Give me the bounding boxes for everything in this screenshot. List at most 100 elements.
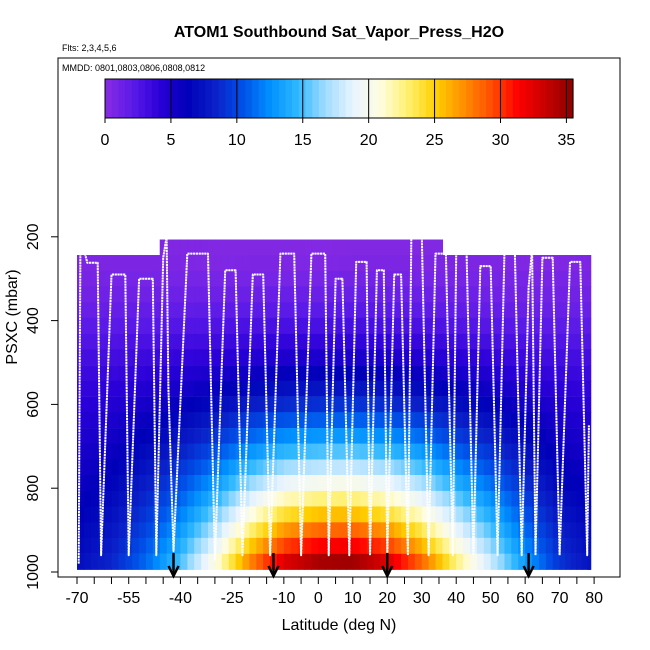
heatmap-cell	[589, 459, 591, 476]
heatmap-cell	[525, 537, 533, 554]
heatmap-cell	[297, 380, 306, 397]
heatmap-cell	[559, 522, 566, 539]
heatmap-cell	[311, 380, 319, 397]
colorbar-segment	[452, 79, 460, 118]
heatmap-cell	[283, 302, 292, 319]
heatmap-cell	[414, 333, 423, 350]
heatmap-cell	[318, 270, 326, 288]
heatmap-cell	[359, 239, 368, 256]
colorbar-segment	[151, 79, 160, 118]
heatmap-cell	[125, 255, 133, 272]
heatmap-cell	[276, 317, 285, 334]
heatmap-cell	[366, 443, 375, 460]
heatmap-cell	[297, 317, 306, 334]
heatmap-cell	[139, 317, 147, 334]
heatmap-cell	[242, 553, 250, 570]
colorbar-segment	[158, 79, 166, 118]
heatmap-cell	[145, 317, 154, 334]
x-tick-label: -55	[117, 590, 140, 607]
heatmap-cell	[345, 412, 354, 429]
heatmap-cell	[332, 553, 340, 570]
heatmap-cell	[214, 396, 223, 413]
heatmap-cell	[497, 349, 506, 366]
heatmap-cell	[576, 349, 583, 366]
heatmap-cell	[187, 522, 195, 539]
heatmap-cell	[159, 553, 168, 570]
heatmap-cell	[325, 553, 333, 570]
heatmap-cell	[518, 302, 526, 319]
heatmap-cell	[90, 302, 99, 319]
heatmap-cell	[407, 396, 416, 413]
heatmap-cell	[276, 333, 285, 350]
heatmap-cell	[476, 522, 485, 539]
heatmap-cell	[587, 428, 590, 445]
heatmap-cell	[152, 380, 161, 397]
heatmap-cell	[588, 286, 590, 303]
heatmap-cell	[421, 428, 430, 445]
heatmap-cell	[77, 365, 85, 382]
colorbar-segment	[285, 79, 293, 118]
heatmap-cell	[276, 302, 285, 319]
heatmap-cell	[83, 317, 92, 334]
heatmap-cell	[311, 475, 319, 492]
heatmap-cell	[304, 553, 313, 570]
heatmap-cell	[214, 537, 223, 554]
heatmap-cell	[318, 302, 326, 319]
heatmap-cell	[263, 270, 271, 288]
heatmap-cell	[118, 317, 126, 334]
heatmap-cell	[187, 506, 195, 523]
heatmap-cell	[589, 490, 592, 508]
heatmap-cell	[380, 365, 388, 382]
colorbar-segment	[379, 79, 387, 118]
heatmap-cell	[435, 349, 444, 366]
heatmap-cell	[352, 317, 361, 334]
heatmap-cell	[256, 396, 264, 413]
heatmap-cell	[545, 255, 554, 272]
heatmap-cell	[490, 475, 499, 492]
colorbar-segment	[365, 79, 374, 118]
heatmap-cell	[380, 459, 388, 476]
heatmap-cell	[180, 428, 188, 445]
heatmap-cell	[387, 553, 395, 570]
heatmap-cell	[442, 302, 450, 319]
heatmap-cell	[407, 302, 416, 319]
heatmap-cell	[559, 412, 566, 429]
heatmap-cell	[180, 490, 188, 508]
heatmap-cell	[201, 380, 209, 397]
heatmap-cell	[235, 270, 244, 288]
heatmap-cell	[249, 443, 257, 460]
heatmap-cell	[570, 255, 577, 272]
heatmap-cell	[483, 537, 492, 554]
heatmap-cell	[449, 428, 457, 445]
heatmap-cell	[187, 317, 195, 334]
heatmap-cell	[545, 317, 554, 334]
heatmap-cell	[159, 365, 168, 382]
heatmap-cell	[545, 459, 554, 476]
colorbar-segment	[232, 79, 240, 118]
heatmap-cell	[581, 522, 588, 539]
heatmap-cell	[283, 270, 292, 288]
heatmap-cell	[145, 506, 154, 523]
heatmap-cell	[290, 506, 299, 523]
heatmap-cell	[325, 475, 333, 492]
heatmap-cell	[83, 490, 92, 508]
heatmap-cell	[428, 270, 437, 288]
down-arrow-icon	[522, 553, 535, 579]
heatmap-cell	[339, 380, 347, 397]
heatmap-cell	[483, 553, 492, 570]
heatmap-cell	[187, 475, 195, 492]
heatmap-cell	[111, 270, 119, 288]
heatmap-cell	[132, 412, 140, 429]
heatmap-cell	[538, 506, 547, 523]
heatmap-cell	[111, 286, 119, 303]
heatmap-cell	[559, 333, 566, 350]
heatmap-cell	[366, 475, 375, 492]
colorbar-tick-label: 5	[166, 132, 175, 149]
heatmap-cell	[166, 506, 175, 523]
colorbar-segment	[506, 79, 514, 118]
heatmap-cell	[77, 475, 85, 492]
heatmap-cell	[290, 522, 299, 539]
heatmap-cell	[125, 412, 133, 429]
heatmap-cell	[588, 475, 590, 492]
